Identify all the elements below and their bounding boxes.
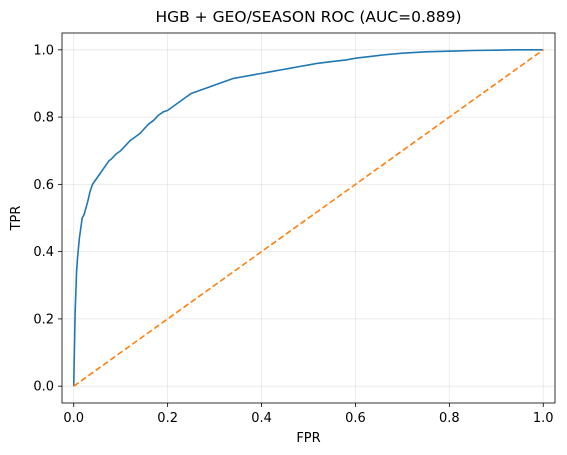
y-tick-label: 0.0	[33, 380, 54, 395]
x-axis-label: FPR	[296, 431, 320, 446]
y-tick-label: 1.0	[33, 43, 54, 58]
x-tick-label: 0.0	[63, 411, 84, 426]
y-tick-label: 0.4	[33, 245, 54, 260]
chance-diagonal-line	[73, 49, 544, 387]
chart-title: HGB + GEO/SEASON ROC (AUC=0.889)	[155, 8, 461, 26]
roc-curve-line	[72, 49, 544, 387]
y-tick-label: 0.8	[33, 111, 54, 126]
plot-frame	[61, 32, 556, 404]
series-layer	[72, 49, 544, 387]
x-tick-label: 1.0	[533, 411, 554, 426]
grid-layer	[62, 33, 555, 403]
y-axis-label: TPR	[9, 206, 24, 232]
x-tick-label: 0.4	[251, 411, 272, 426]
y-tick-label: 0.6	[33, 178, 54, 193]
y-tick-label: 0.2	[33, 312, 54, 327]
x-tick-label: 0.8	[439, 411, 460, 426]
x-tick-label: 0.6	[345, 411, 366, 426]
tick-layer: 0.0 0.2 0.4 0.6 0.8 1.0 0.0 0.2 0.4 0.6 0.8 1.0	[33, 43, 553, 426]
x-tick-label: 0.2	[157, 411, 178, 426]
